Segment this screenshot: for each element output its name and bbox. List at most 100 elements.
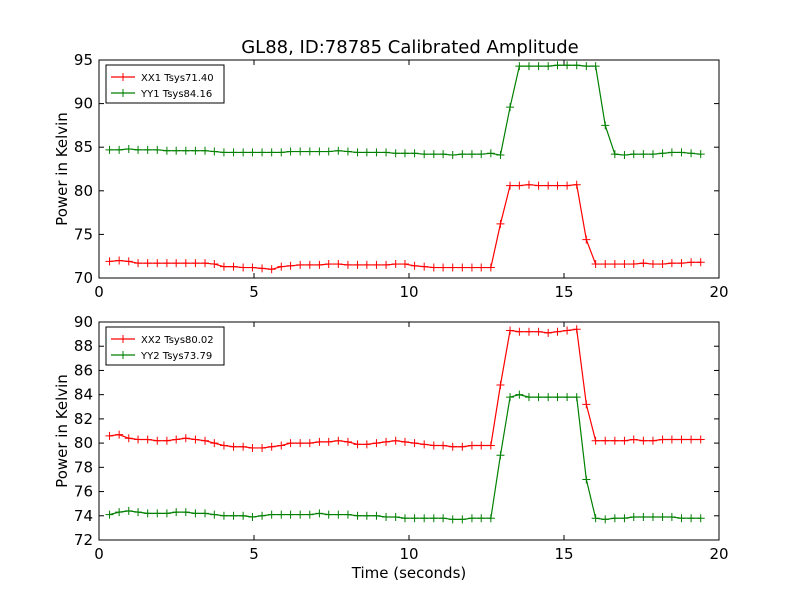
data-point-marker bbox=[410, 261, 419, 270]
data-point-marker bbox=[477, 150, 486, 159]
data-point-marker bbox=[229, 262, 238, 271]
data-point-marker bbox=[524, 62, 533, 71]
data-point-marker bbox=[439, 150, 448, 159]
data-point-marker bbox=[305, 510, 314, 519]
data-point-marker bbox=[353, 260, 362, 269]
data-point-marker bbox=[134, 259, 143, 268]
data-point-marker bbox=[648, 260, 657, 269]
data-point-marker bbox=[544, 62, 553, 71]
x-tick-label: 5 bbox=[249, 545, 259, 563]
data-point-marker bbox=[658, 435, 667, 444]
data-point-marker bbox=[391, 149, 400, 158]
data-point-marker bbox=[239, 263, 248, 272]
data-point-marker bbox=[210, 439, 219, 448]
data-point-marker bbox=[334, 436, 343, 445]
data-point-marker bbox=[648, 150, 657, 159]
series-line bbox=[109, 394, 701, 521]
legend-label: XX2 Tsys80.02 bbox=[141, 335, 214, 346]
data-point-marker bbox=[439, 514, 448, 523]
y-tick-label: 90 bbox=[74, 313, 93, 331]
data-point-marker bbox=[429, 514, 438, 523]
data-point-marker bbox=[219, 441, 228, 450]
data-point-marker bbox=[400, 260, 409, 269]
data-point-marker bbox=[172, 146, 181, 155]
series-2 bbox=[105, 61, 705, 160]
data-point-marker bbox=[258, 511, 267, 520]
data-point-marker bbox=[506, 103, 515, 112]
data-point-marker bbox=[677, 148, 686, 157]
data-point-marker bbox=[629, 260, 638, 269]
x-tick-label: 15 bbox=[554, 283, 573, 301]
data-point-marker bbox=[181, 508, 190, 517]
data-point-marker bbox=[134, 435, 143, 444]
data-point-marker bbox=[362, 511, 371, 520]
data-point-marker bbox=[248, 148, 257, 157]
data-point-marker bbox=[400, 514, 409, 523]
data-point-marker bbox=[191, 509, 200, 518]
y-axis-label: Power in Kelvin bbox=[53, 112, 71, 226]
data-point-marker bbox=[420, 150, 429, 159]
data-point-marker bbox=[506, 181, 515, 190]
data-point-marker bbox=[201, 259, 210, 268]
data-point-marker bbox=[115, 256, 124, 265]
data-point-marker bbox=[172, 259, 181, 268]
data-point-marker bbox=[210, 260, 219, 269]
y-tick-label: 78 bbox=[74, 458, 93, 476]
data-point-marker bbox=[515, 327, 524, 336]
y-tick-label: 82 bbox=[74, 410, 93, 428]
data-point-marker bbox=[162, 259, 171, 268]
series-1 bbox=[105, 325, 705, 452]
data-point-marker bbox=[429, 441, 438, 450]
data-point-marker bbox=[153, 509, 162, 518]
data-point-marker bbox=[534, 327, 543, 336]
data-point-marker bbox=[629, 435, 638, 444]
data-point-marker bbox=[496, 380, 505, 389]
data-point-marker bbox=[534, 62, 543, 71]
legend-marker bbox=[119, 89, 127, 97]
data-point-marker bbox=[639, 512, 648, 521]
data-point-marker bbox=[629, 512, 638, 521]
data-point-marker bbox=[181, 434, 190, 443]
data-point-marker bbox=[153, 436, 162, 445]
data-point-marker bbox=[563, 393, 572, 402]
data-point-marker bbox=[239, 148, 248, 157]
data-point-marker bbox=[267, 442, 276, 451]
data-point-marker bbox=[563, 326, 572, 335]
data-point-marker bbox=[591, 62, 600, 71]
data-point-marker bbox=[315, 509, 324, 518]
legend-box bbox=[105, 64, 225, 104]
data-point-marker bbox=[687, 149, 696, 158]
data-point-marker bbox=[248, 512, 257, 521]
data-point-marker bbox=[191, 435, 200, 444]
data-point-marker bbox=[563, 181, 572, 190]
data-point-marker bbox=[400, 149, 409, 158]
data-point-marker bbox=[105, 145, 114, 154]
data-point-marker bbox=[420, 514, 429, 523]
y-tick-label: 70 bbox=[74, 269, 93, 287]
data-point-marker bbox=[296, 510, 305, 519]
data-point-marker bbox=[105, 431, 114, 440]
data-point-marker bbox=[667, 148, 676, 157]
data-point-marker bbox=[239, 442, 248, 451]
y-tick-label: 74 bbox=[74, 507, 93, 525]
data-point-marker bbox=[534, 393, 543, 402]
data-point-marker bbox=[372, 511, 381, 520]
data-point-marker bbox=[105, 257, 114, 266]
data-point-marker bbox=[143, 509, 152, 518]
legend-marker bbox=[119, 335, 127, 343]
data-point-marker bbox=[677, 259, 686, 268]
data-point-marker bbox=[439, 441, 448, 450]
data-point-marker bbox=[162, 146, 171, 155]
y-tick-label: 80 bbox=[74, 434, 93, 452]
data-point-marker bbox=[496, 151, 505, 160]
data-point-marker bbox=[134, 145, 143, 154]
data-point-marker bbox=[544, 181, 553, 190]
y-tick-label: 75 bbox=[74, 225, 93, 243]
data-point-marker bbox=[448, 263, 457, 272]
data-point-marker bbox=[286, 261, 295, 270]
data-point-marker bbox=[524, 393, 533, 402]
data-point-marker bbox=[601, 121, 610, 130]
data-point-marker bbox=[324, 147, 333, 156]
data-point-marker bbox=[143, 435, 152, 444]
